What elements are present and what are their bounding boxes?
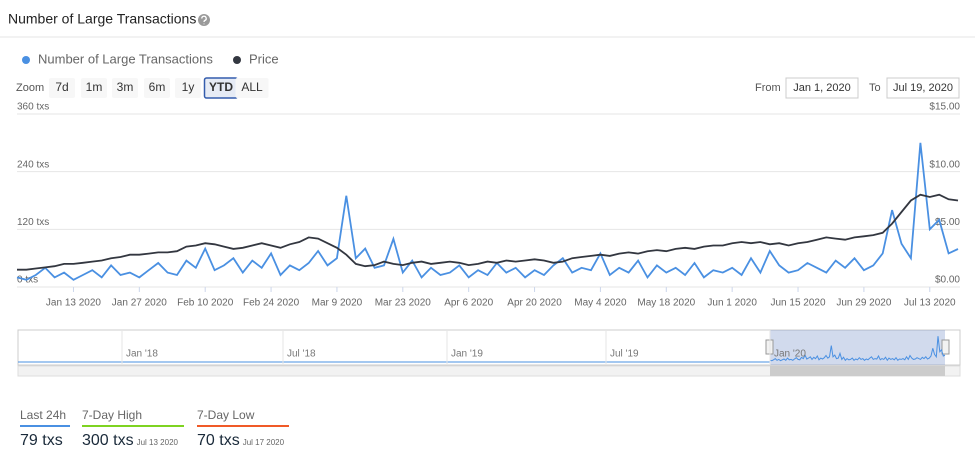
zoom-option[interactable]: 1y (182, 80, 195, 94)
zoom-option[interactable]: YTD (209, 80, 233, 94)
stat-label: 7-Day High (82, 408, 142, 422)
to-label: To (869, 82, 881, 94)
stat-value: 79 txs (20, 432, 63, 449)
y-tick-label: 240 txs (17, 159, 49, 170)
from-value[interactable]: Jan 1, 2020 (793, 82, 851, 94)
zoom-option[interactable]: ALL (241, 80, 263, 94)
to-value[interactable]: Jul 19, 2020 (893, 82, 953, 94)
from-label: From (755, 82, 781, 94)
y2-tick-label: $0.00 (935, 275, 960, 286)
navigator-label: Jan '20 (774, 349, 806, 360)
zoom-option[interactable]: 1m (86, 80, 103, 94)
legend-label[interactable]: Number of Large Transactions (38, 51, 213, 66)
series-line (17, 193, 959, 271)
zoom-option[interactable]: 3m (117, 80, 134, 94)
zoom-button[interactable] (112, 78, 138, 98)
navigator (17, 329, 961, 366)
x-tick-label: Jun 1 2020 (707, 298, 757, 309)
y-tick-label: 120 txs (17, 217, 49, 228)
x-tick-label: Feb 24 2020 (243, 298, 300, 309)
legend-marker (233, 56, 241, 64)
stat-date: Jul 13 2020 (137, 438, 179, 447)
navigator-label: Jul '18 (287, 349, 316, 360)
y2-tick-label: $5.00 (935, 217, 960, 228)
zoom-button[interactable] (175, 78, 201, 98)
x-tick-label: Apr 6 2020 (444, 298, 493, 309)
zoom-button[interactable] (235, 78, 269, 98)
zoom-button[interactable] (144, 78, 170, 98)
navigator-handle[interactable] (941, 339, 950, 355)
x-tick-label: Jun 29 2020 (836, 298, 891, 309)
scrollbar[interactable] (17, 365, 961, 377)
zoom-button[interactable] (49, 78, 75, 98)
stat-date: Jul 17 2020 (243, 438, 285, 447)
y-tick-label: 360 txs (17, 102, 49, 113)
y2-tick-label: $15.00 (929, 102, 960, 113)
x-tick-label: Mar 9 2020 (312, 298, 363, 309)
help-glyph (201, 15, 207, 25)
title: Number of Large Transactions (8, 11, 196, 27)
navigator-line (769, 336, 946, 362)
zoom-option[interactable]: 6m (149, 80, 166, 94)
x-tick-label: May 18 2020 (637, 298, 695, 309)
help-icon[interactable] (198, 14, 210, 26)
stat-label: Last 24h (20, 408, 66, 422)
to-input[interactable] (886, 77, 960, 99)
scrollbar-thumb[interactable] (770, 366, 945, 376)
x-tick-label: Feb 10 2020 (177, 298, 234, 309)
stat-value: 300 txs (82, 432, 134, 449)
x-tick-label: Jan 27 2020 (112, 298, 167, 309)
from-input[interactable] (785, 77, 859, 99)
zoom-label: Zoom (16, 82, 44, 94)
legend-label[interactable]: Price (249, 51, 279, 66)
zoom-button[interactable] (81, 78, 107, 98)
zoom-option[interactable]: 7d (55, 80, 68, 94)
stat-value: 70 txs (197, 432, 240, 449)
x-tick-label: Mar 23 2020 (375, 298, 432, 309)
x-tick-label: Jan 13 2020 (46, 298, 101, 309)
x-tick-label: Jul 13 2020 (904, 298, 956, 309)
y2-tick-label: $10.00 (929, 159, 960, 170)
legend-marker (22, 56, 30, 64)
stat-label: 7-Day Low (197, 408, 255, 422)
x-tick-label: Apr 20 2020 (507, 298, 562, 309)
navigator-label: Jan '18 (126, 349, 158, 360)
navigator-label: Jul '19 (610, 349, 639, 360)
series-line (16, 142, 959, 281)
x-tick-label: May 4 2020 (574, 298, 627, 309)
navigator-label: Jan '19 (451, 349, 483, 360)
x-tick-label: Jun 15 2020 (770, 298, 825, 309)
